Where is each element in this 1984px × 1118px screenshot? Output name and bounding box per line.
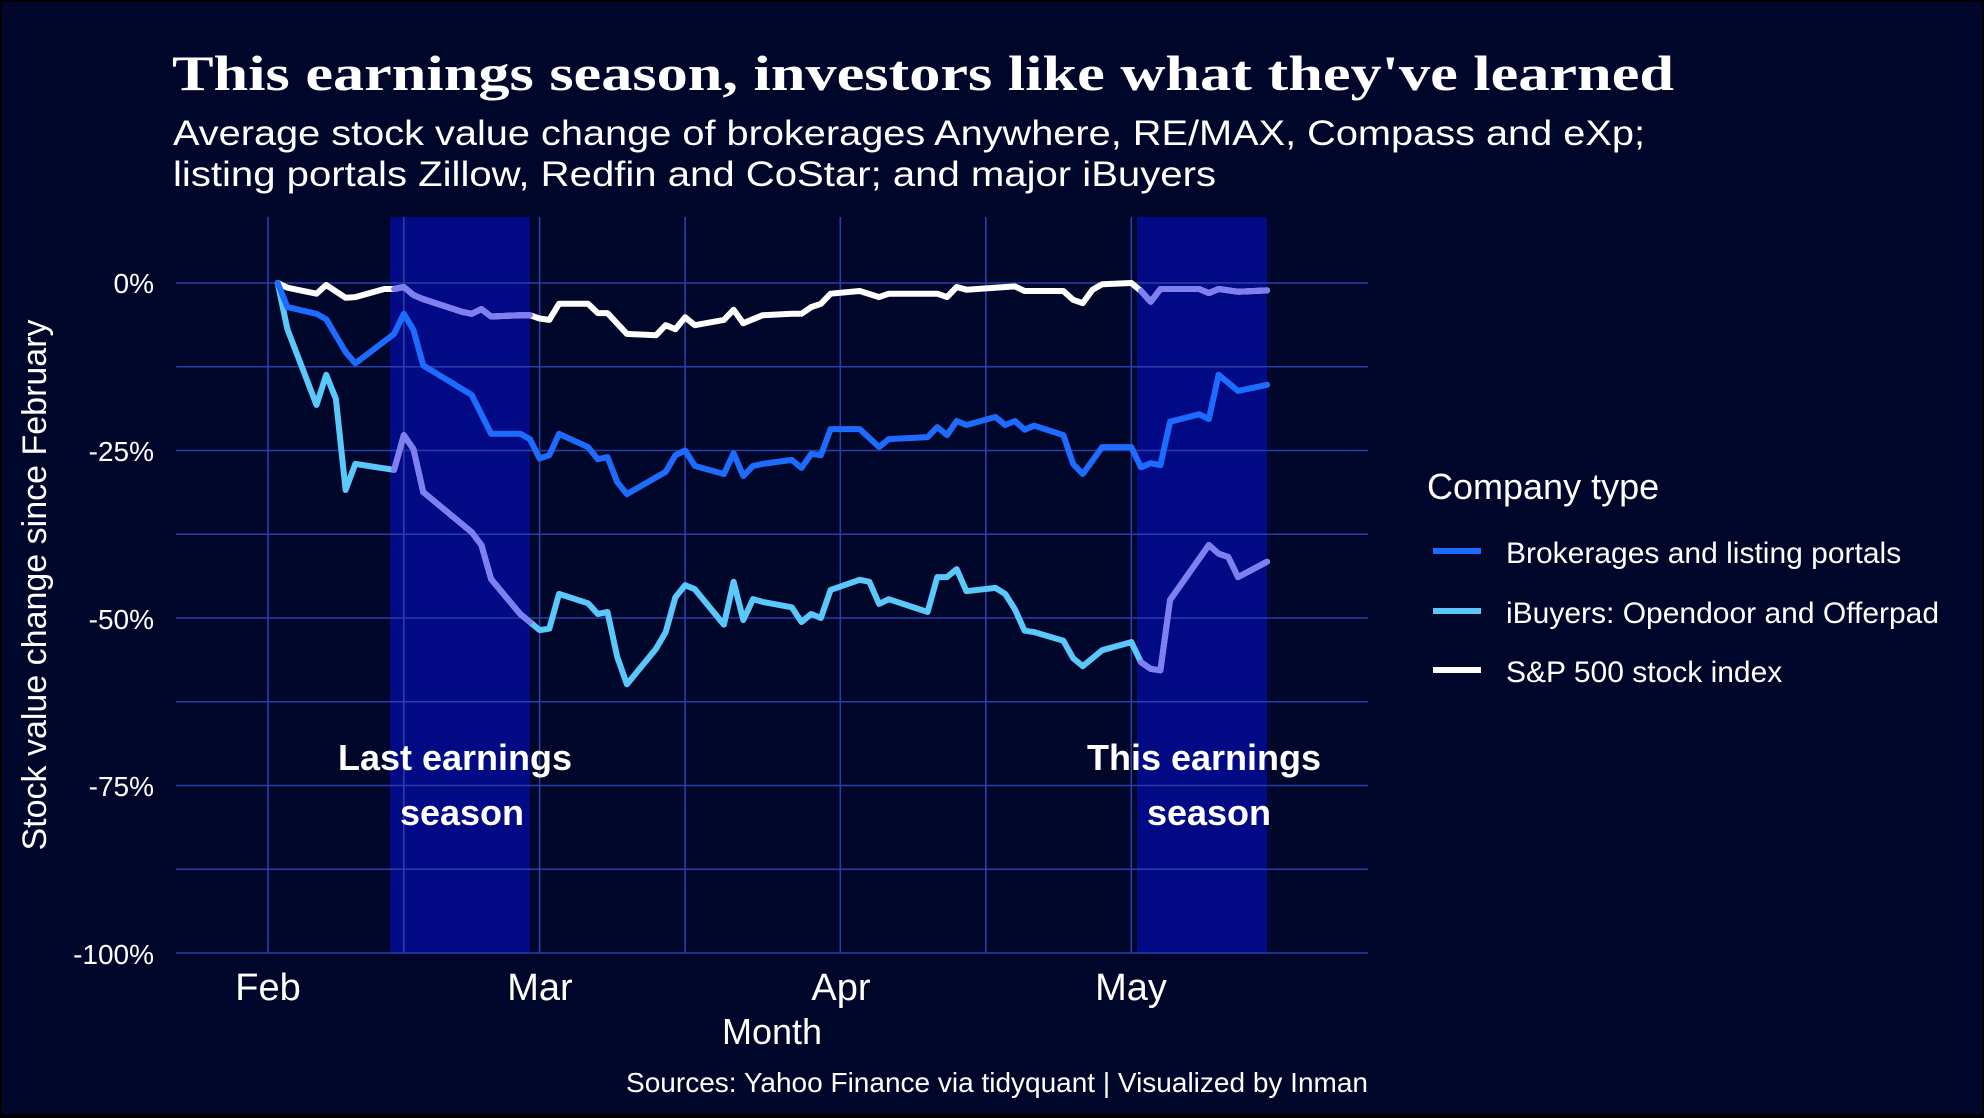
sp500-line-in-band-segment xyxy=(1235,287,1271,295)
ibuyers-line-in-band-segment xyxy=(420,489,475,536)
ibuyers-line-in-band-segment xyxy=(478,541,495,583)
y-tick-label: -25% xyxy=(89,436,154,467)
y-tick-label: -75% xyxy=(89,771,154,802)
sp500-line-in-band-segment xyxy=(488,312,524,320)
chart-subtitle-line1: Average stock value change of brokerages… xyxy=(173,114,1645,153)
legend-label-brokerages: Brokerages and listing portals xyxy=(1506,537,1901,570)
y-tick-label: 0% xyxy=(114,268,154,299)
legend: Company type Brokerages and listing port… xyxy=(1427,466,1939,689)
x-axis-title: Month xyxy=(722,1011,822,1052)
legend-label-sp500: S&P 500 stock index xyxy=(1506,656,1782,689)
y-tick-label: -100% xyxy=(73,939,154,970)
data-lines xyxy=(274,280,1271,688)
last-season-label-line2: season xyxy=(400,792,524,833)
chart-title: This earnings season, investors like wha… xyxy=(172,45,1674,101)
source-caption: Sources: Yahoo Finance via tidyquant | V… xyxy=(626,1067,1368,1098)
last-season-label-line1: Last earnings xyxy=(338,737,572,778)
x-axis-ticks: Feb Mar Apr May xyxy=(235,967,1167,1009)
ibuyers-line-in-band-segment xyxy=(410,446,427,496)
legend-label-ibuyers: iBuyers: Opendoor and Offerpad xyxy=(1506,597,1939,630)
y-axis-ticks: 0% -25% -50% -75% -100% xyxy=(73,268,154,970)
season-annotations: Last earnings season This earnings seaso… xyxy=(338,737,1321,833)
ibuyers-line-in-band-segment xyxy=(517,610,533,626)
chart-subtitle-line2: listing portals Zillow, Redfin and CoSta… xyxy=(173,155,1216,194)
y-tick-label: -50% xyxy=(89,604,154,635)
x-tick-label: Apr xyxy=(811,967,870,1009)
sp500-line-in-band-segment xyxy=(1215,286,1241,295)
y-axis-title: Stock value change since February xyxy=(16,319,54,850)
this-season-label-line1: This earnings xyxy=(1087,737,1321,778)
x-tick-label: May xyxy=(1095,967,1167,1009)
ibuyers-line-in-band-segment xyxy=(1167,541,1212,603)
ibuyers-line-in-band-segment xyxy=(1225,554,1241,581)
ibuyers-line-in-band-segment xyxy=(1157,596,1174,674)
sp500-line-in-band-segment xyxy=(420,296,465,315)
this-season-label-line2: season xyxy=(1147,792,1271,833)
earnings-season-band xyxy=(1137,217,1268,953)
legend-title: Company type xyxy=(1427,466,1659,507)
x-tick-label: Feb xyxy=(235,967,300,1009)
x-tick-label: Mar xyxy=(507,967,573,1009)
earnings-season-bands xyxy=(390,217,1268,953)
ibuyers-line-in-band-segment xyxy=(1235,558,1271,581)
gridlines xyxy=(176,217,1368,954)
brokerages-line xyxy=(274,280,1271,498)
ibuyers-line-in-band-segment xyxy=(391,432,407,473)
ibuyers-line-in-band-segment xyxy=(488,576,524,617)
